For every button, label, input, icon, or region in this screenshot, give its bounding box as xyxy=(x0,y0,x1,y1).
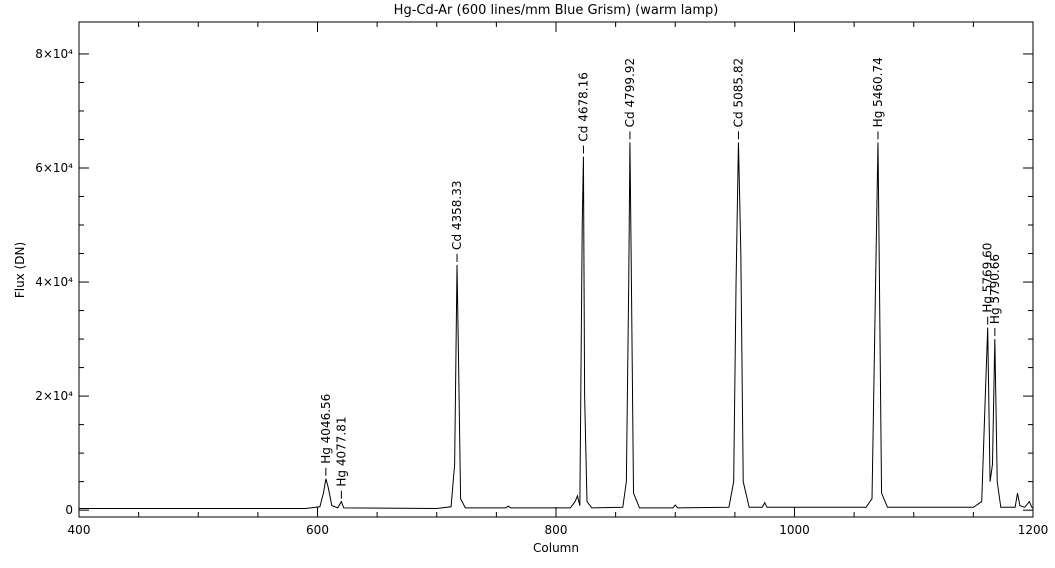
annotation-label: Hg 5460.74 xyxy=(871,57,885,127)
y-tick-label: 8×10⁴ xyxy=(35,47,73,61)
y-tick-label: 2×10⁴ xyxy=(35,389,73,403)
annotation-label: Cd 5085.82 xyxy=(731,58,745,127)
x-axis-title: Column xyxy=(533,541,579,555)
x-tick-label: 1000 xyxy=(779,523,810,537)
x-tick-label: 800 xyxy=(545,523,568,537)
annotation-label: Hg 4077.81 xyxy=(334,417,348,487)
y-tick-label: 4×10⁴ xyxy=(35,275,73,289)
annotation-label: Cd 4678.16 xyxy=(576,72,590,141)
annotation-label: Cd 4799.92 xyxy=(623,58,637,127)
x-tick-label: 400 xyxy=(68,523,91,537)
annotation-label: Hg 4046.56 xyxy=(319,394,333,464)
chart-title: Hg-Cd-Ar (600 lines/mm Blue Grism) (warm… xyxy=(394,3,719,18)
spectrum-line xyxy=(79,142,1034,509)
annotation-label: Hg 5769.60 xyxy=(981,243,995,313)
annotation-label: Cd 4358.33 xyxy=(450,181,464,250)
y-tick-label: 0 xyxy=(65,503,73,517)
annotation-label: Hg 5790.66 xyxy=(988,254,1002,324)
x-tick-label: 1200 xyxy=(1018,523,1049,537)
y-tick-label: 6×10⁴ xyxy=(35,161,73,175)
y-axis-title: Flux (DN) xyxy=(13,242,27,298)
x-tick-label: 600 xyxy=(306,523,329,537)
